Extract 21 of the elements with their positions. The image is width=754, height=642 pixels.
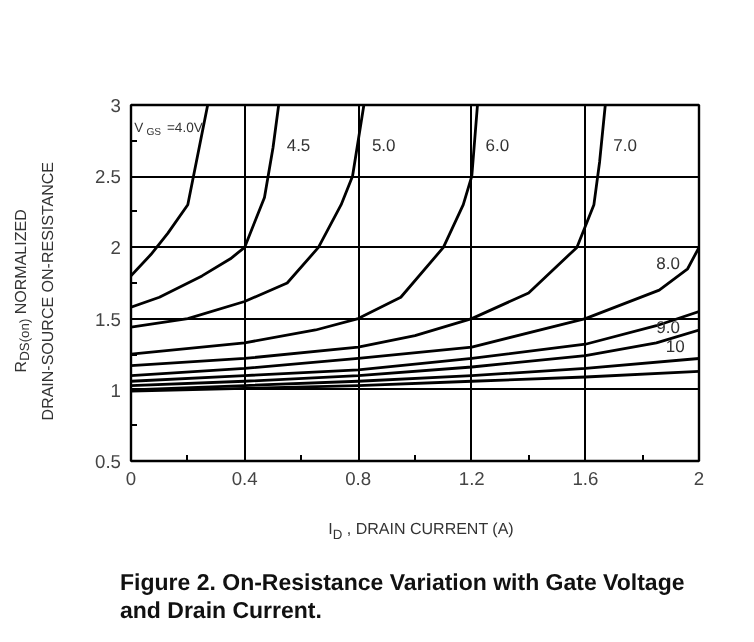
x-tick-label: 0.4 (231, 469, 258, 489)
text: Figure 2. On-Resistance Variation with Gate Voltage and Drain Current. (120, 570, 687, 626)
series-label: 9.0 (656, 317, 681, 338)
x-tick-label: 2 (693, 469, 705, 489)
x-tick-label: 0.8 (345, 469, 372, 489)
x-tick-label: 1.6 (572, 469, 599, 489)
series-label: 5.0 (371, 135, 397, 155)
y-tick-label: 0.5 (95, 452, 121, 472)
series-label: 8.0 (656, 253, 681, 274)
y-tick-label: 3 (110, 96, 122, 116)
series-label: 6.0 (485, 135, 510, 155)
series-label: 4.5 (286, 135, 311, 155)
y-tick-label: 1.5 (95, 309, 121, 330)
y-tick-label: 2.5 (95, 167, 121, 188)
y-tick-label: 2 (110, 238, 122, 259)
series-label: 10 (665, 335, 686, 356)
x-axis-title: I$_{D}$ , DRAIN CURRENT (A) (326, 518, 516, 547)
x-tick-label: 1.2 (458, 469, 485, 489)
x-tick-label: 0 (125, 469, 137, 489)
y-tick-label: 1 (110, 380, 122, 401)
series-label: 7.0 (613, 135, 638, 155)
